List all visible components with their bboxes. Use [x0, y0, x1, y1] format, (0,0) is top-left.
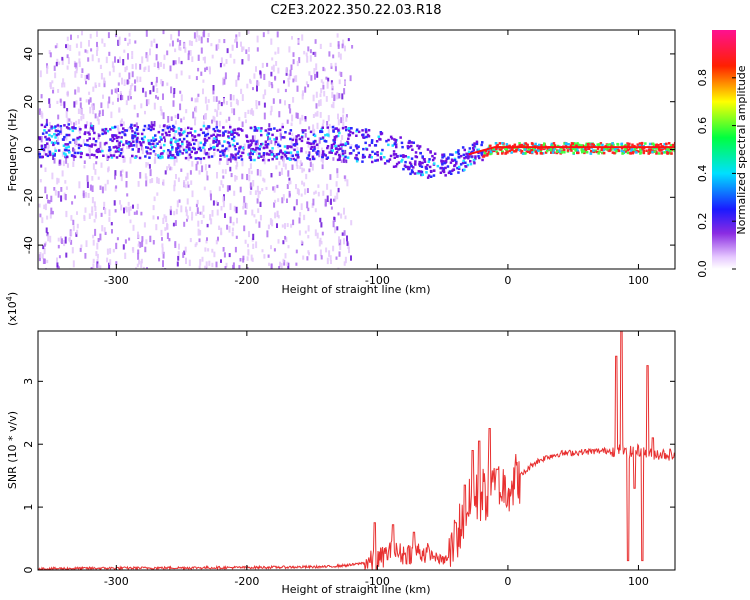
x-tick-label: 100	[628, 575, 649, 588]
y-tick-label: 0	[22, 146, 35, 153]
y-tick-label: 0	[22, 567, 35, 574]
spectrogram-y-label: Frequency (Hz)	[6, 109, 19, 192]
snr-series-line	[38, 331, 675, 570]
x-tick-label: -200	[234, 274, 259, 287]
x-tick-label: -300	[104, 274, 129, 287]
y-tick-label: 40	[22, 47, 35, 61]
snr-x-label: Height of straight line (km)	[281, 583, 430, 596]
colorbar-tick-label: 0.8	[696, 69, 709, 87]
x-tick-label: -100	[365, 274, 390, 287]
colorbar-tick-label: 0.6	[696, 117, 709, 135]
snr-ticks: -300 -200 -100 0 100 0 1 2 3	[22, 331, 675, 588]
spectrogram-field	[38, 30, 675, 269]
colorbar: 0.0 0.2 0.4 0.6 0.8 Normalized spectral ampl…	[696, 30, 748, 278]
y-tick-label: 3	[22, 378, 35, 385]
colorbar-tick-label: 0.4	[696, 165, 709, 183]
y-tick-label: 2	[22, 441, 35, 448]
x-tick-label: -100	[365, 575, 390, 588]
figure-title: C2E3.2022.350.22.03.R18	[270, 3, 441, 18]
x-tick-label: -200	[234, 575, 259, 588]
x-tick-label: 100	[628, 274, 649, 287]
y-tick-label: 1	[22, 504, 35, 511]
colorbar-label: Normalized spectral amplitude	[735, 65, 748, 234]
snr-multiplier: (x104)	[5, 292, 20, 326]
snr-frame	[37, 330, 676, 571]
colorbar-tick-label: 0.0	[696, 260, 709, 278]
spectrogram-x-label: Height of straight line (km)	[281, 283, 430, 296]
spectrogram-ridge-core	[468, 146, 675, 156]
x-tick-label: 0	[504, 575, 511, 588]
y-tick-label: -40	[22, 236, 35, 254]
y-tick-label: -20	[22, 188, 35, 206]
y-tick-label: 20	[22, 95, 35, 109]
x-tick-label: 0	[504, 274, 511, 287]
colorbar-ticks: 0.0 0.2 0.4 0.6 0.8	[696, 69, 736, 278]
x-tick-label: -300	[104, 575, 129, 588]
colorbar-tick-label: 0.2	[696, 212, 709, 230]
colorbar-scale	[712, 30, 736, 269]
snr-panel: -300 -200 -100 0 100 0 1 2 3 Height of straight …	[5, 292, 676, 596]
snr-y-label: SNR (10 * v/v)	[6, 411, 19, 489]
